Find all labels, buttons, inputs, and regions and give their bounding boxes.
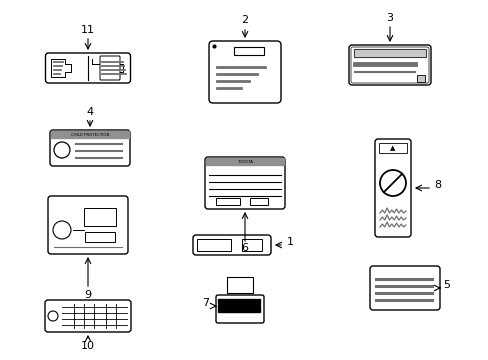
FancyBboxPatch shape bbox=[50, 130, 130, 166]
Text: ▲: ▲ bbox=[389, 145, 395, 151]
FancyBboxPatch shape bbox=[208, 41, 281, 103]
Text: 11: 11 bbox=[81, 25, 95, 35]
Text: 5: 5 bbox=[443, 280, 449, 290]
Text: 2: 2 bbox=[241, 15, 248, 25]
Text: 3: 3 bbox=[386, 13, 393, 23]
FancyBboxPatch shape bbox=[204, 157, 285, 209]
Text: TOYOTA: TOYOTA bbox=[237, 159, 252, 163]
Bar bbox=[197, 239, 230, 251]
FancyBboxPatch shape bbox=[369, 266, 439, 310]
FancyBboxPatch shape bbox=[45, 53, 130, 83]
FancyBboxPatch shape bbox=[374, 139, 410, 237]
Bar bbox=[249, 198, 267, 204]
Bar bbox=[51, 131, 129, 138]
FancyBboxPatch shape bbox=[48, 196, 128, 254]
Text: 4: 4 bbox=[86, 107, 93, 117]
Bar bbox=[353, 49, 425, 57]
Text: 8: 8 bbox=[433, 180, 441, 190]
Bar bbox=[205, 158, 284, 165]
Bar bbox=[416, 75, 424, 81]
Bar bbox=[353, 49, 425, 57]
Bar bbox=[218, 305, 260, 312]
Text: 10: 10 bbox=[81, 341, 95, 351]
FancyBboxPatch shape bbox=[100, 56, 120, 80]
FancyBboxPatch shape bbox=[216, 295, 264, 323]
Bar bbox=[226, 277, 252, 293]
Bar bbox=[216, 198, 240, 204]
Bar bbox=[218, 299, 260, 304]
FancyBboxPatch shape bbox=[193, 235, 270, 255]
Text: 7: 7 bbox=[202, 298, 209, 308]
FancyBboxPatch shape bbox=[45, 300, 131, 332]
Bar bbox=[84, 208, 116, 226]
Text: CHILD PROTECTION: CHILD PROTECTION bbox=[71, 132, 109, 136]
Text: 9: 9 bbox=[84, 290, 91, 300]
Bar bbox=[242, 239, 262, 251]
FancyBboxPatch shape bbox=[348, 45, 430, 85]
Text: 6: 6 bbox=[241, 243, 248, 253]
Text: 1: 1 bbox=[286, 237, 293, 247]
Bar bbox=[85, 232, 115, 242]
Bar bbox=[234, 47, 264, 55]
FancyBboxPatch shape bbox=[350, 47, 428, 83]
Bar bbox=[378, 143, 406, 153]
